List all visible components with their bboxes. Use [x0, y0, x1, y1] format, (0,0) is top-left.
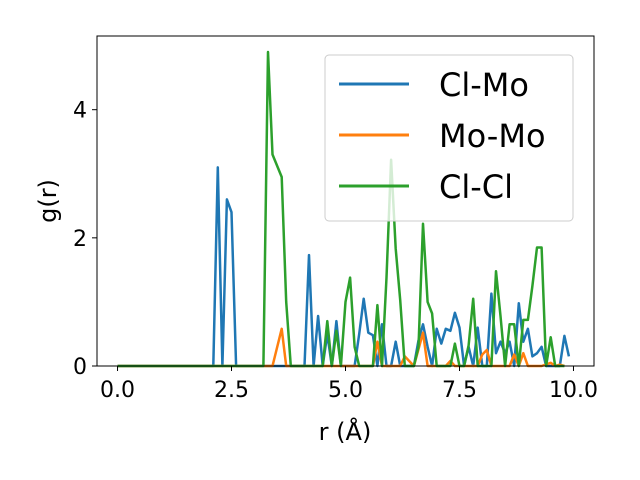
x-tick-label: 2.5 — [214, 378, 249, 403]
y-tick-label: 2 — [73, 227, 87, 252]
x-axis-label: r (Å) — [319, 417, 372, 446]
legend-item-cl-cl: Cl-Cl — [339, 168, 513, 206]
legend-label-mo-mo: Mo-Mo — [439, 117, 546, 155]
x-tick-label: 5.0 — [328, 378, 363, 403]
x-tick-label: 10.0 — [549, 378, 598, 403]
legend-item-cl-mo: Cl-Mo — [339, 66, 529, 104]
x-tick-label: 7.5 — [442, 378, 477, 403]
legend: Cl-Mo Mo-Mo Cl-Cl — [324, 54, 574, 222]
y-axis-label: g(r) — [34, 179, 62, 223]
legend-label-cl-mo: Cl-Mo — [439, 66, 529, 104]
legend-item-mo-mo: Mo-Mo — [339, 117, 546, 155]
y-tick-label: 0 — [73, 355, 87, 380]
y-tick-label: 4 — [73, 99, 87, 124]
y-axis-ticks: 0 2 4 — [73, 99, 97, 380]
x-tick-label: 0.0 — [100, 378, 135, 403]
legend-label-cl-cl: Cl-Cl — [439, 168, 513, 206]
x-axis-ticks: 0.0 2.5 5.0 7.5 10.0 — [100, 366, 598, 403]
legend-box — [324, 54, 574, 222]
